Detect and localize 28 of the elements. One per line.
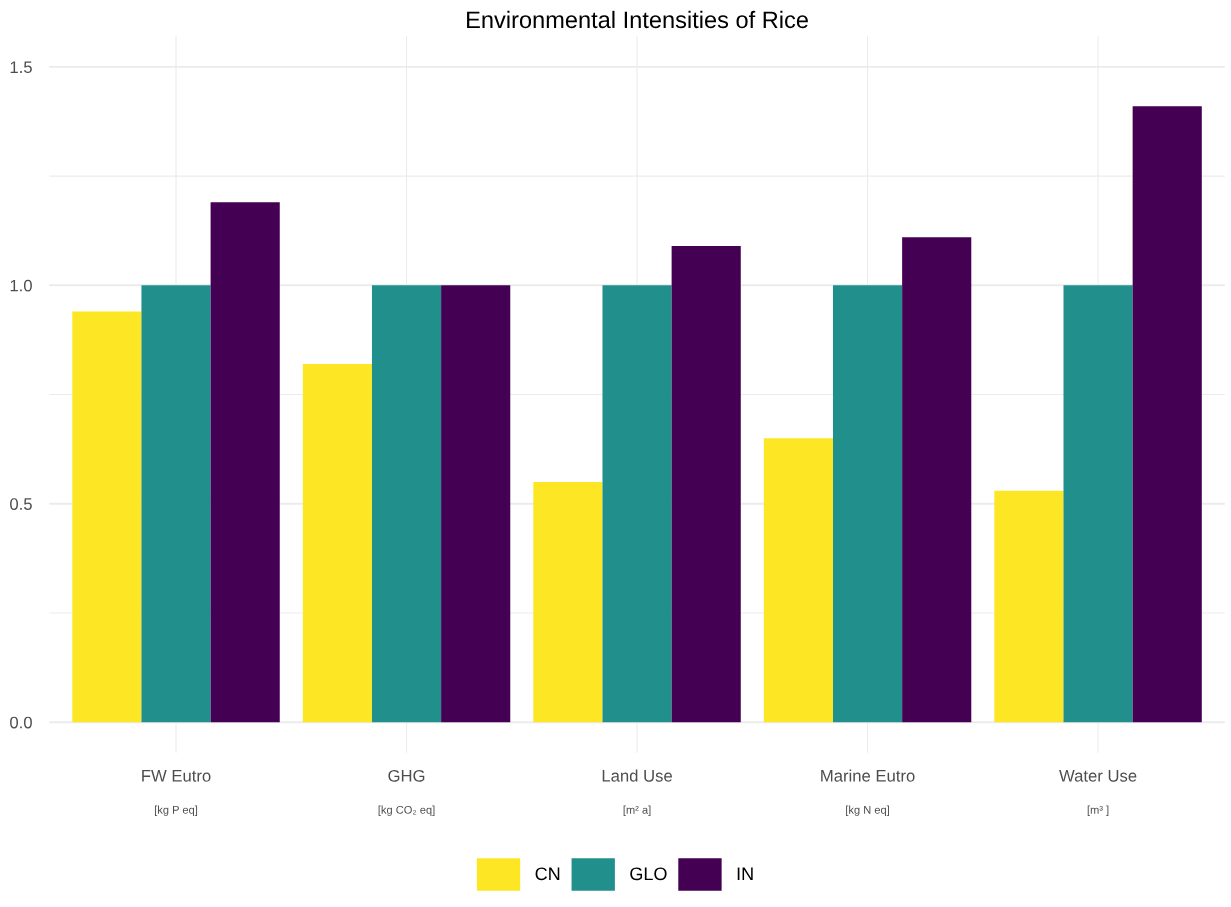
bar bbox=[994, 490, 1064, 723]
bar bbox=[371, 285, 442, 723]
bar bbox=[302, 363, 372, 723]
bar bbox=[72, 311, 142, 723]
bar bbox=[763, 438, 833, 723]
legend-label: GLO bbox=[630, 867, 667, 881]
bar bbox=[210, 202, 280, 723]
bar bbox=[602, 285, 672, 723]
bar bbox=[902, 237, 972, 723]
chart-title: Environmental Intensities of Rice bbox=[467, 10, 808, 29]
y-tick-label: 0.5 bbox=[10, 498, 32, 510]
legend-label: CN bbox=[535, 867, 560, 881]
bar bbox=[533, 481, 603, 723]
bar bbox=[1132, 106, 1202, 723]
bar bbox=[441, 285, 511, 723]
category-label: FW Eutro [kg P eq] bbox=[142, 770, 211, 816]
bar bbox=[1063, 285, 1133, 723]
bar bbox=[671, 246, 741, 723]
y-tick-label: 1.0 bbox=[10, 279, 32, 292]
category-label: GHG [kg CO₂ eq] bbox=[378, 769, 435, 816]
category-label: Water Use [m³ ] bbox=[1059, 770, 1137, 816]
y-tick-label: 1.5 bbox=[10, 61, 32, 74]
category-label: Land Use [m² a] bbox=[602, 769, 672, 816]
bar bbox=[141, 285, 211, 723]
bar bbox=[832, 285, 903, 723]
legend-label: IN bbox=[737, 867, 753, 881]
y-tick-label: 0.0 bbox=[10, 716, 32, 729]
category-label: Marine Eutro [kg N eq] bbox=[821, 769, 915, 816]
